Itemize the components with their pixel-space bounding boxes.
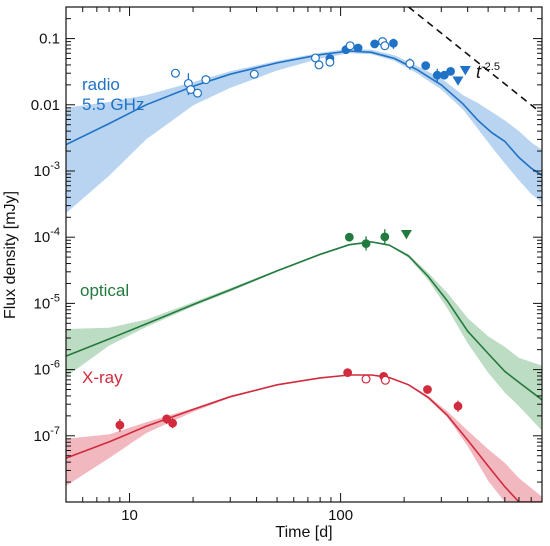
y-tick-mantissa: 10 — [34, 163, 51, 180]
x-ray-data-point — [343, 368, 353, 378]
radio-5-5-ghz-data-point — [389, 38, 398, 48]
y-tick-mantissa: 10 — [34, 362, 51, 379]
y-tick-mantissa: 10 — [34, 295, 51, 312]
radio-5-5-ghz-upper-limit-marker — [452, 76, 464, 86]
radio-5-5-ghz-data-point — [353, 43, 363, 53]
y-tick-mantissa: 10 — [34, 428, 51, 445]
x-tick-label: 10 — [121, 507, 138, 524]
radio-5-5-ghz-data-point-open — [310, 53, 320, 63]
x-ray-data-point — [162, 414, 172, 424]
radio-5-5-ghz-series-label: radio — [82, 75, 120, 94]
x-axis-title: Time [d] — [275, 524, 332, 541]
y-tick-exponent: -4 — [50, 226, 60, 238]
y-tick-label: 10-3 — [34, 160, 60, 180]
x-ray-data-point — [453, 401, 463, 411]
optical-series-label: optical — [80, 281, 129, 300]
y-tick-label: 10-7 — [34, 425, 60, 445]
x-ray-data-point — [115, 420, 125, 430]
radio-5-5-ghz-series-label: 5.5 GHz — [82, 95, 144, 114]
optical-data-point — [344, 232, 354, 242]
y-tick-label: 10-5 — [34, 292, 60, 312]
plot-frame — [65, 6, 543, 503]
radio-5-5-ghz-data-point-open — [325, 57, 335, 67]
y-tick-exponent: -7 — [50, 425, 60, 437]
radio-5-5-ghz-data-point — [439, 70, 449, 80]
radio-5-5-ghz-uncertainty-band — [66, 48, 542, 214]
radio-5-5-ghz-data-point-open — [201, 75, 211, 85]
x-ray-uncertainty-band — [66, 374, 542, 502]
optical-data-point — [380, 232, 390, 242]
radio-5-5-ghz-data-point — [446, 66, 455, 76]
y-tick-exponent: -5 — [50, 292, 60, 304]
radio-5-5-ghz-data-point-open — [345, 41, 355, 51]
x-ray-data-point-open — [380, 375, 390, 385]
power-law-exponent: -2.5 — [481, 61, 500, 73]
y-tick-label: 10-6 — [34, 359, 60, 379]
y-tick-label: 10-4 — [34, 226, 60, 246]
x-tick-label: 100 — [328, 507, 353, 524]
optical-upper-limit-marker — [400, 230, 412, 240]
y-axis-title: Flux density [mJy] — [2, 191, 19, 319]
radio-5-5-ghz-upper-limit-marker — [459, 66, 471, 76]
optical-model-curve — [66, 241, 542, 401]
radio-5-5-ghz-data-point — [421, 61, 431, 71]
x-ray-data-point-open — [361, 374, 371, 384]
radio-5-5-ghz-data-point — [370, 39, 380, 49]
radio-5-5-ghz-data-point-open — [170, 68, 180, 78]
x-ray-data-point — [423, 385, 432, 394]
x-ray-data-point — [168, 418, 178, 428]
radio-5-5-ghz-data-point-open — [314, 60, 324, 70]
radio-5-5-ghz-data-point-open — [405, 59, 415, 69]
radio-5-5-ghz-data-point-open — [380, 41, 390, 51]
radio-5-5-ghz-data-point-open — [193, 88, 203, 98]
y-tick-mantissa: 10 — [34, 229, 51, 246]
y-tick-exponent: -3 — [50, 160, 60, 172]
y-tick-exponent: -6 — [50, 359, 60, 371]
radio-5-5-ghz-data-point-open — [186, 85, 196, 95]
optical-data-point — [361, 239, 371, 249]
x-ray-series-label: X-ray — [82, 368, 123, 387]
power-law-reference-line — [408, 7, 538, 111]
y-tick-label: 0.1 — [39, 31, 60, 48]
optical-uncertainty-band — [66, 241, 542, 431]
radio-5-5-ghz-data-point-open — [249, 69, 259, 79]
power-law-annotation: t-2.5 — [476, 61, 500, 82]
y-tick-label: 0.01 — [31, 97, 60, 114]
